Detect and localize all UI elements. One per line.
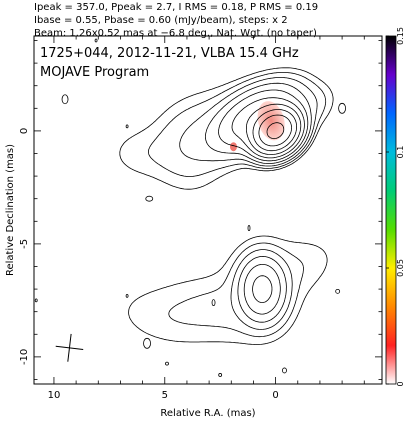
header-line-levels: Ibase = 0.55, Pbase = 0.60 (mJy/beam), s… bbox=[34, 15, 288, 26]
polarization-patch-core bbox=[257, 101, 285, 141]
noise-contour bbox=[282, 367, 287, 374]
beam-minor-axis bbox=[55, 345, 84, 350]
colorbar-ticks: 0 0.05 0.1 0.15 bbox=[386, 27, 405, 387]
noise-contour bbox=[34, 298, 38, 303]
colorbar-tick-label: 0 bbox=[396, 381, 405, 386]
noise-contour bbox=[145, 195, 154, 202]
colorbar-tick-label: 0.05 bbox=[396, 259, 405, 277]
fractional-polarization-colorbar bbox=[385, 35, 397, 385]
contour-level-5 bbox=[218, 89, 309, 315]
contour-level-10 bbox=[266, 122, 285, 140]
noise-contour bbox=[94, 38, 98, 43]
header-line-stats: Ipeak = 357.0, Ppeak = 2.7, I RMS = 0.18… bbox=[34, 2, 318, 13]
noise-contour bbox=[218, 373, 223, 377]
contour-level-8 bbox=[252, 109, 297, 152]
stokes-i-contours bbox=[119, 67, 334, 345]
polarization-layer bbox=[229, 101, 285, 152]
contour-level-1 bbox=[119, 67, 334, 345]
plot-subtitle: MOJAVE Program bbox=[40, 65, 149, 80]
x-axis-ticks: 10 5 0 bbox=[48, 36, 365, 401]
header-line-beam: Beam: 1.26x0.52 mas at −6.8 deg., Nat. W… bbox=[34, 28, 317, 39]
contour-level-2 bbox=[148, 72, 327, 338]
y-tick-label: -5 bbox=[19, 239, 30, 249]
x-axis-title: Relative R.A. (mas) bbox=[160, 408, 255, 419]
noise-contour bbox=[165, 361, 169, 366]
y-tick-label: 0 bbox=[19, 128, 30, 134]
noise-contour bbox=[211, 299, 216, 307]
x-tick-label: 5 bbox=[162, 390, 168, 401]
plot-frame bbox=[33, 35, 383, 385]
noise-contour bbox=[247, 225, 251, 231]
y-axis-title: Relative Declination (mas) bbox=[5, 144, 16, 276]
noise-contours bbox=[34, 38, 347, 377]
y-axis-ticks: 0 -5 -10 bbox=[19, 40, 382, 380]
noise-contour bbox=[125, 124, 129, 129]
colorbar-tick-label: 0.1 bbox=[396, 146, 405, 159]
restoring-beam-cross bbox=[55, 333, 84, 362]
contour-level-3 bbox=[179, 77, 318, 330]
noise-contour bbox=[335, 288, 341, 294]
contour-level-9 bbox=[258, 114, 292, 147]
contour-level-6 bbox=[231, 97, 305, 303]
polarization-patch-knot bbox=[229, 142, 237, 152]
noise-contour bbox=[338, 102, 347, 114]
x-tick-label: 0 bbox=[272, 390, 278, 401]
plot-title: 1725+044, 2012-11-21, VLBA 15.4 GHz bbox=[40, 46, 299, 61]
contour-level-4 bbox=[205, 82, 312, 323]
x-tick-label: 10 bbox=[48, 390, 61, 401]
noise-contour bbox=[143, 337, 151, 349]
y-tick-label: -10 bbox=[19, 349, 30, 365]
contour-level-7 bbox=[246, 103, 302, 155]
noise-contour bbox=[61, 94, 69, 105]
contour-map bbox=[34, 38, 347, 377]
colorbar-tick-label: 0.15 bbox=[396, 27, 405, 45]
noise-contour bbox=[125, 293, 129, 298]
